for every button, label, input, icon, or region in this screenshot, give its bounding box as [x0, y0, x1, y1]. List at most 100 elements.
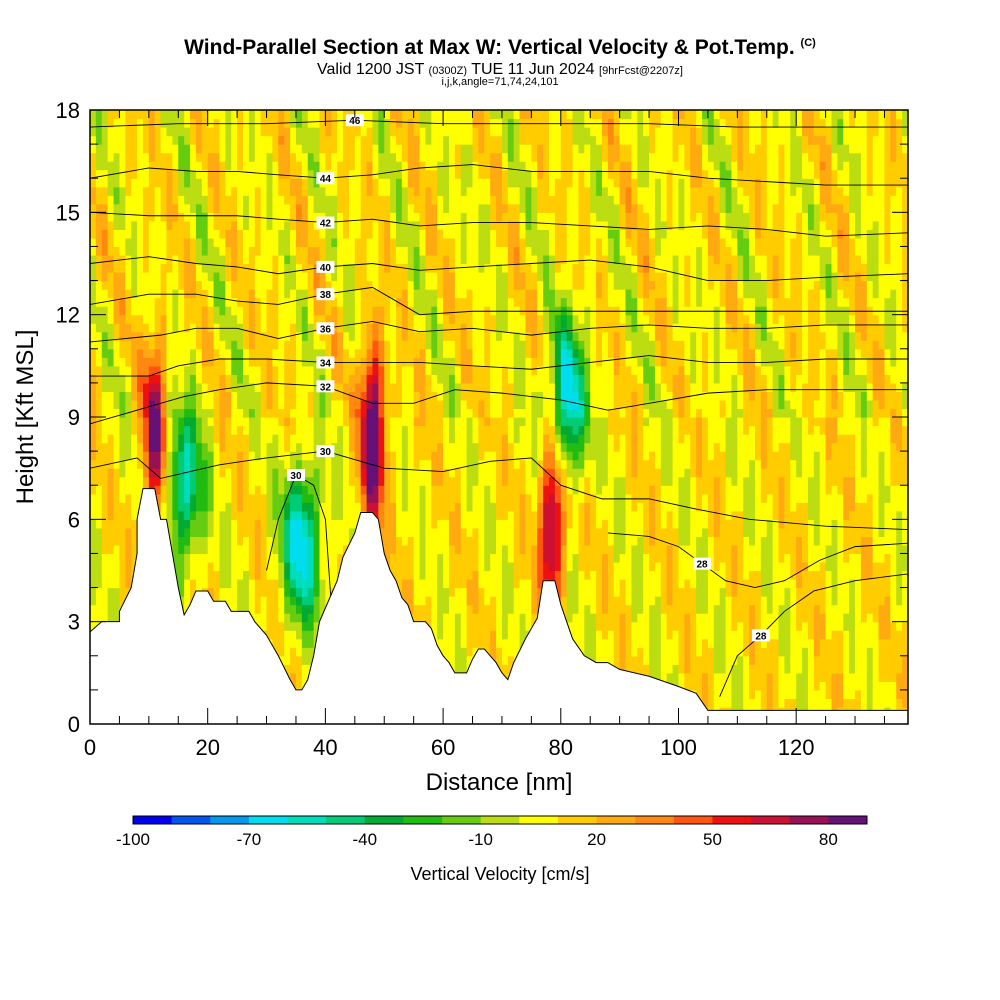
velocity-cell [396, 195, 403, 205]
velocity-cell [107, 374, 115, 384]
velocity-cell [337, 152, 344, 162]
velocity-cell [207, 399, 215, 410]
velocity-cell [343, 510, 350, 520]
velocity-cell [107, 246, 115, 256]
velocity-cell [201, 502, 209, 512]
velocity-cell [207, 527, 215, 537]
velocity-cell [125, 229, 132, 239]
velocity-cell [290, 382, 297, 393]
velocity-cell [137, 152, 144, 162]
velocity-cell [348, 212, 356, 222]
velocity-cell [419, 442, 427, 452]
velocity-cell [207, 306, 215, 316]
velocity-cell [131, 425, 138, 435]
velocity-cell [254, 144, 262, 154]
velocity-cell [148, 468, 156, 478]
velocity-cell [225, 263, 232, 273]
velocity-cell [343, 229, 350, 239]
velocity-cell [343, 451, 350, 461]
velocity-cell [207, 519, 215, 529]
velocity-cell [437, 254, 444, 265]
velocity-cell [360, 365, 368, 375]
velocity-cell [248, 553, 256, 563]
velocity-cell [101, 510, 109, 520]
velocity-cell [372, 357, 379, 367]
velocity-cell [490, 272, 497, 282]
velocity-cell [343, 220, 350, 230]
velocity-cell [190, 331, 197, 341]
velocity-cell [460, 212, 468, 222]
velocity-cell [431, 399, 438, 410]
velocity-cell [448, 127, 456, 137]
velocity-cell [384, 348, 391, 358]
velocity-cell [295, 391, 303, 401]
velocity-cell [295, 127, 303, 137]
velocity-cell [443, 442, 450, 452]
velocity-cell [443, 254, 450, 265]
velocity-cell [378, 237, 385, 248]
velocity-cell [119, 553, 126, 563]
velocity-cell [331, 357, 338, 367]
velocity-cell [107, 544, 115, 555]
velocity-cell [337, 348, 344, 358]
velocity-cell [419, 468, 427, 478]
velocity-cell [460, 553, 468, 563]
velocity-cell [337, 331, 344, 341]
velocity-cell [101, 152, 109, 162]
velocity-cell [231, 425, 238, 435]
velocity-cell [254, 152, 262, 162]
velocity-cell [313, 348, 321, 358]
velocity-cell [295, 178, 303, 188]
velocity-cell [95, 519, 103, 529]
velocity-cell [178, 306, 185, 316]
velocity-cell [219, 493, 226, 503]
velocity-cell [460, 468, 468, 478]
velocity-cell [413, 417, 421, 427]
velocity-cell [301, 408, 309, 418]
velocity-cell [466, 459, 474, 469]
velocity-cell [213, 485, 221, 495]
velocity-cell [295, 553, 303, 563]
velocity-cell [396, 485, 403, 495]
velocity-cell [337, 417, 344, 427]
velocity-cell [413, 178, 421, 188]
velocity-cell [243, 468, 250, 478]
velocity-cell [478, 630, 485, 640]
velocity-cell [366, 297, 374, 307]
velocity-cell [225, 161, 232, 171]
velocity-cell [337, 357, 344, 367]
velocity-cell [295, 314, 303, 324]
velocity-cell [337, 161, 344, 171]
velocity-cell [313, 485, 321, 495]
velocity-cell [325, 118, 332, 128]
velocity-cell [90, 604, 97, 614]
velocity-cell [131, 553, 138, 563]
velocity-cell [390, 391, 397, 401]
velocity-cell [295, 630, 303, 640]
velocity-cell [343, 382, 350, 393]
velocity-cell [266, 289, 274, 299]
velocity-cell [413, 357, 421, 367]
velocity-cell [290, 331, 297, 341]
velocity-cell [125, 399, 132, 410]
velocity-cell [390, 220, 397, 230]
velocity-cell [496, 647, 503, 657]
velocity-cell [295, 118, 303, 128]
velocity-cell [490, 391, 497, 401]
velocity-cell [331, 579, 338, 589]
velocity-cell [248, 493, 256, 503]
velocity-cell [160, 451, 168, 461]
velocity-cell [254, 374, 262, 384]
velocity-cell [190, 297, 197, 307]
chart-title: Wind-Parallel Section at Max W: Vertical… [0, 36, 1000, 60]
velocity-cell [119, 169, 126, 179]
velocity-cell [478, 561, 485, 572]
velocity-cell [331, 459, 338, 469]
velocity-cell [131, 314, 138, 324]
velocity-cell [95, 161, 103, 171]
velocity-cell [437, 621, 444, 631]
velocity-cell [266, 604, 274, 614]
velocity-cell [354, 331, 362, 341]
velocity-cell [337, 382, 344, 393]
velocity-cell [284, 272, 291, 282]
